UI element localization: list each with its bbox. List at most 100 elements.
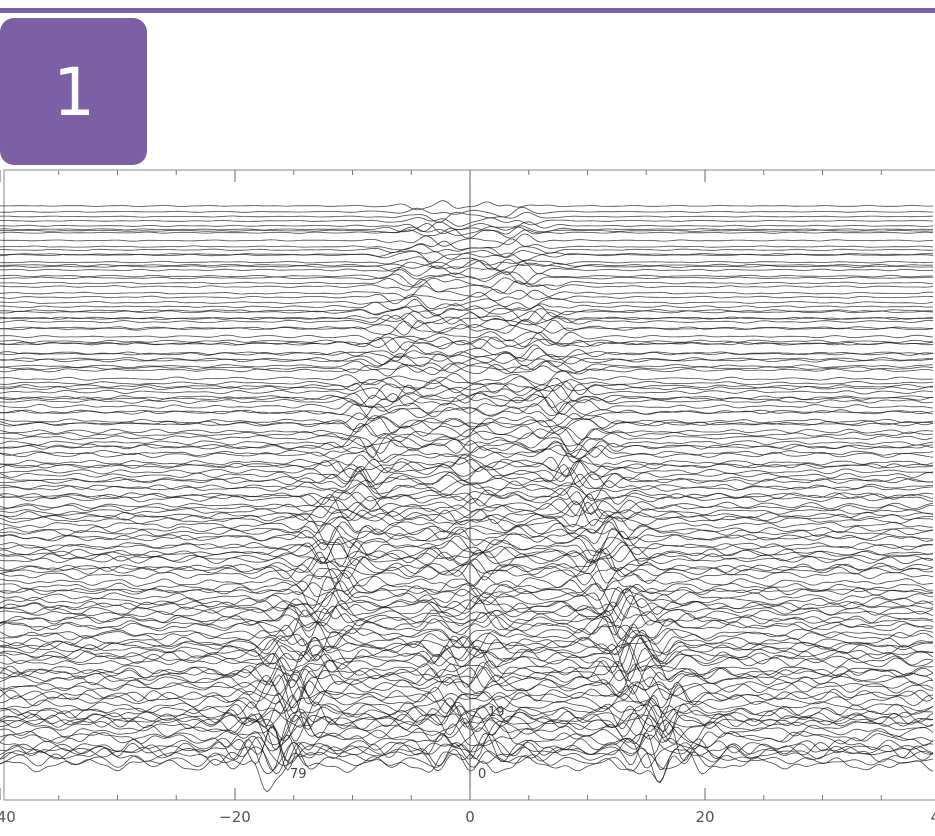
waveform bbox=[0, 211, 933, 224]
waveform bbox=[0, 741, 934, 775]
waveform bbox=[0, 630, 934, 660]
waveform bbox=[0, 435, 934, 458]
waveform bbox=[0, 226, 933, 236]
waveform bbox=[0, 243, 934, 258]
waveform bbox=[0, 256, 934, 269]
waveform bbox=[0, 428, 934, 452]
waveform bbox=[0, 304, 934, 318]
waveform bbox=[0, 515, 934, 545]
waveform bbox=[0, 623, 934, 657]
waveform bbox=[0, 589, 934, 621]
waveform bbox=[0, 686, 934, 725]
waveform bbox=[0, 586, 934, 621]
waveform bbox=[0, 336, 934, 350]
waveform bbox=[0, 402, 934, 421]
waveform bbox=[0, 453, 934, 474]
waveform bbox=[0, 310, 934, 324]
waveform bbox=[0, 369, 934, 386]
waveform bbox=[0, 233, 934, 247]
waveform bbox=[0, 206, 933, 218]
x-tick-label: 0 bbox=[465, 808, 475, 826]
waveform bbox=[0, 456, 934, 478]
badge bbox=[0, 18, 147, 165]
waveform bbox=[0, 609, 934, 639]
trace-label: 79 bbox=[290, 767, 307, 782]
waveform bbox=[0, 223, 934, 235]
x-tick-label: −20 bbox=[219, 808, 251, 826]
waveform bbox=[0, 278, 934, 294]
waveform bbox=[0, 260, 934, 272]
waveform bbox=[0, 567, 934, 595]
record-section: −40 −20 0 20 40 79 19 0 bbox=[0, 169, 935, 826]
waveform bbox=[0, 479, 934, 502]
waveform bbox=[0, 422, 934, 441]
trace-label: 0 bbox=[478, 767, 486, 782]
waveform bbox=[0, 384, 934, 409]
waveform bbox=[0, 624, 934, 651]
waveform bbox=[0, 525, 934, 553]
waveform bbox=[0, 501, 934, 526]
waveform bbox=[0, 637, 934, 673]
waveform bbox=[0, 238, 934, 251]
waveform bbox=[0, 580, 934, 617]
waveform bbox=[0, 336, 934, 354]
waveform bbox=[0, 704, 934, 740]
waveform bbox=[0, 501, 934, 528]
waveform bbox=[0, 383, 934, 403]
waveform bbox=[0, 295, 934, 310]
waveform bbox=[0, 576, 934, 610]
waveform bbox=[0, 467, 934, 489]
waveform bbox=[0, 535, 934, 564]
waveform bbox=[0, 670, 934, 707]
waveform bbox=[0, 360, 933, 373]
waveform bbox=[0, 439, 934, 458]
waveform bbox=[0, 516, 934, 535]
waveform bbox=[0, 394, 934, 414]
waveform bbox=[0, 657, 934, 688]
waveform bbox=[0, 416, 934, 434]
badge-number: 1 bbox=[53, 54, 95, 131]
waveform bbox=[0, 463, 934, 488]
waveform bbox=[0, 466, 933, 490]
waveform bbox=[0, 352, 933, 367]
waveform bbox=[0, 659, 934, 695]
waveform bbox=[0, 528, 934, 547]
waveform bbox=[0, 654, 934, 697]
waveform bbox=[0, 636, 934, 672]
waveform bbox=[0, 249, 934, 262]
waveform bbox=[0, 670, 934, 709]
waveform bbox=[0, 320, 934, 335]
waveform bbox=[0, 360, 934, 375]
waveform bbox=[0, 460, 934, 483]
waveform bbox=[0, 710, 934, 751]
waveform bbox=[0, 595, 934, 619]
x-tick-label: −40 bbox=[0, 808, 16, 826]
waveform bbox=[0, 500, 934, 519]
top-rule bbox=[0, 8, 935, 13]
waveform bbox=[0, 353, 934, 368]
waveform bbox=[0, 403, 934, 421]
waveform bbox=[0, 250, 934, 263]
waveform bbox=[0, 217, 934, 227]
waveform bbox=[0, 444, 934, 464]
waveform bbox=[0, 347, 934, 362]
waveform bbox=[0, 736, 934, 784]
waveform bbox=[0, 396, 934, 415]
waveform bbox=[0, 674, 934, 715]
waveform bbox=[0, 713, 934, 745]
waveform bbox=[0, 412, 934, 428]
waveform bbox=[0, 642, 934, 683]
waveform bbox=[0, 567, 934, 587]
waveform bbox=[0, 582, 933, 597]
waveform bbox=[0, 647, 934, 682]
waveform bbox=[0, 377, 934, 393]
waveform bbox=[0, 331, 934, 345]
waveform bbox=[0, 749, 934, 793]
waveform bbox=[0, 731, 934, 772]
waveform bbox=[0, 547, 934, 581]
waveform bbox=[0, 390, 934, 409]
waveform bbox=[0, 680, 933, 719]
waveform bbox=[0, 363, 934, 377]
waveform bbox=[0, 271, 934, 287]
